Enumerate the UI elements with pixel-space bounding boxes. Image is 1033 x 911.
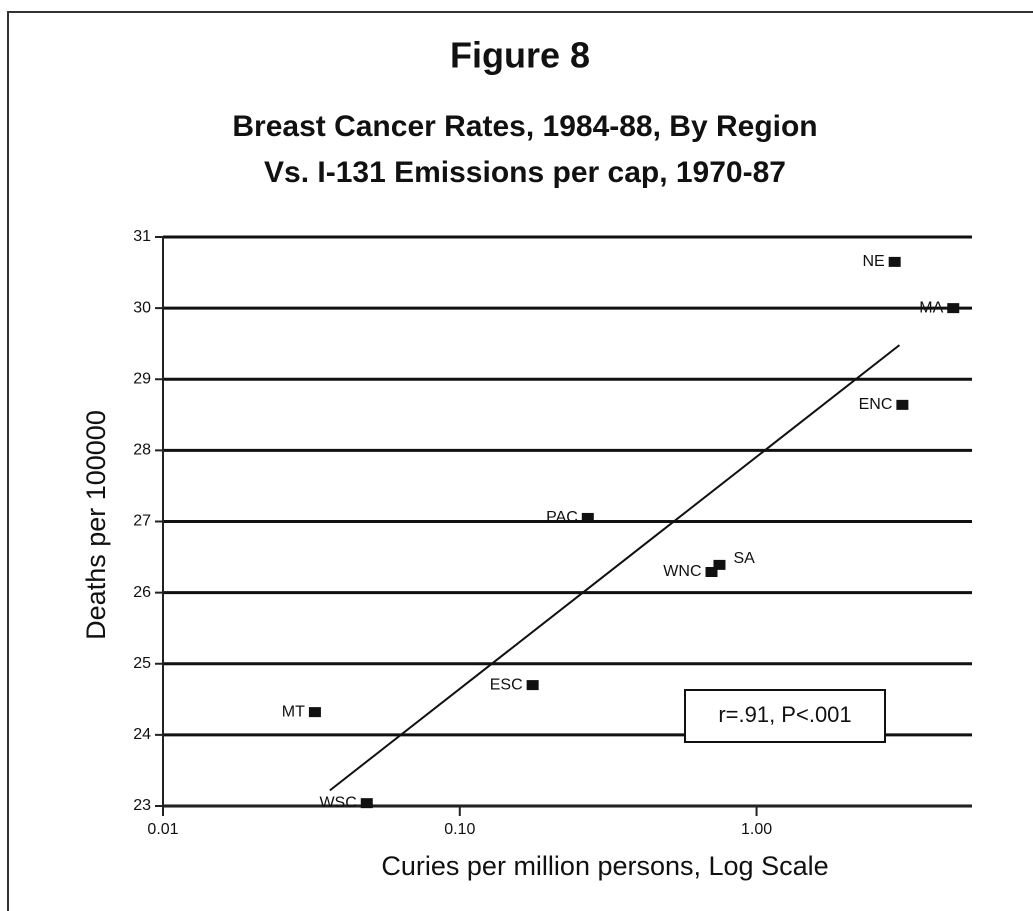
- y-tick-label: 28: [133, 442, 151, 459]
- point: [581, 512, 594, 523]
- frame: [7, 11, 1033, 911]
- annotation-box: [684, 689, 886, 743]
- point-label: NE: [862, 253, 884, 270]
- x-tick-label: 1.00: [741, 821, 772, 838]
- y-tick-label: 29: [133, 370, 151, 387]
- point-label: MA: [919, 299, 943, 316]
- point-label: ENC: [859, 396, 893, 413]
- chart-title: Figure 8: [450, 35, 590, 76]
- point: [308, 707, 321, 718]
- y-tick-label: 23: [133, 797, 151, 814]
- point: [888, 256, 901, 267]
- point-label: MT: [282, 703, 305, 720]
- point-label: WSC: [319, 794, 356, 811]
- y-tick-label: 31: [133, 228, 151, 245]
- point: [705, 566, 718, 577]
- point: [713, 559, 726, 570]
- point: [896, 399, 909, 410]
- point-label: PAC: [546, 509, 578, 526]
- point: [526, 680, 539, 691]
- x-tick-label: 0.10: [444, 821, 475, 838]
- chart-subtitle: Vs. I-131 Emissions per cap, 1970-87: [264, 156, 786, 189]
- y-tick-label: 30: [133, 299, 151, 316]
- point-label: ESC: [490, 676, 523, 693]
- chart-subtitle: Breast Cancer Rates, 1984-88, By Region: [232, 110, 817, 143]
- x-tick-label: 0.01: [147, 821, 178, 838]
- point-label: WNC: [663, 563, 701, 580]
- point: [947, 303, 960, 314]
- point-label: SA: [733, 550, 755, 567]
- y-tick-label: 25: [133, 655, 151, 672]
- point: [360, 798, 373, 809]
- y-tick-label: 24: [133, 726, 151, 743]
- trend-line: [329, 344, 901, 792]
- x-axis-label: Curies per million persons, Log Scale: [381, 851, 828, 881]
- y-axis-label: Deaths per 100000: [81, 410, 111, 640]
- y-tick-label: 26: [133, 584, 151, 601]
- annotation: r=.91, P<.001: [718, 702, 851, 727]
- y-tick-label: 27: [133, 513, 151, 530]
